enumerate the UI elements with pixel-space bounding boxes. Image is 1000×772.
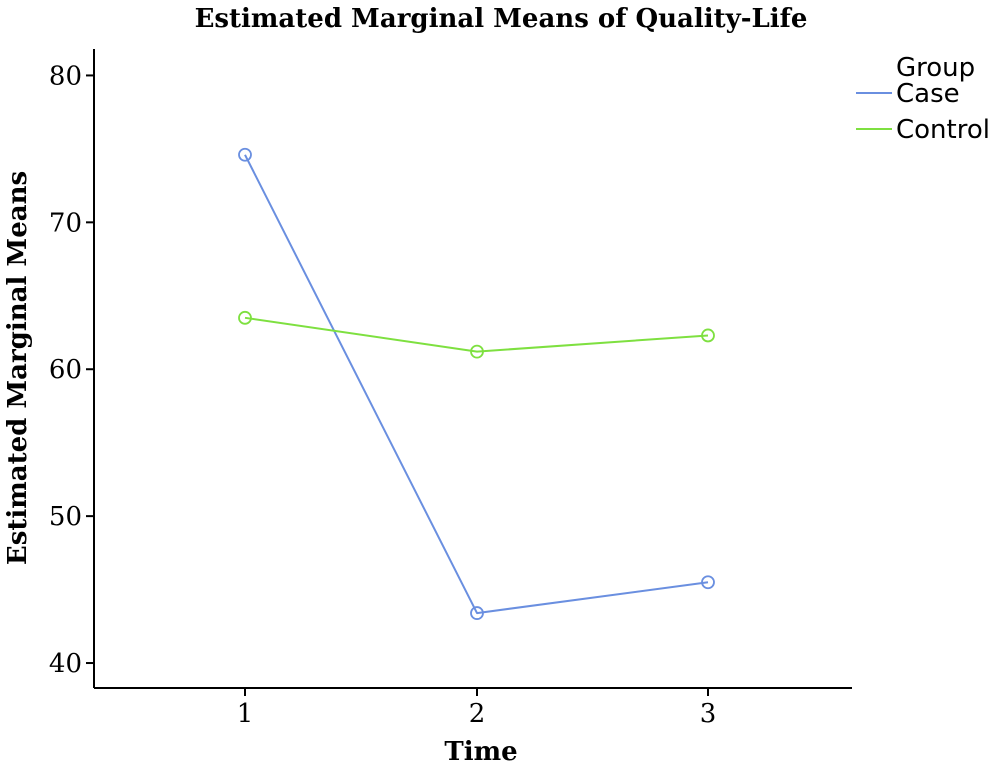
data-point-control — [470, 344, 484, 359]
legend-title: Group — [896, 53, 975, 83]
series-line-case — [244, 154, 709, 615]
y-tick-label: 60 — [49, 355, 82, 385]
series-line-control — [244, 316, 709, 353]
legend-label-control: Control — [896, 115, 990, 145]
x-tick-label: 2 — [469, 699, 486, 729]
y-tick-label: 70 — [49, 208, 82, 238]
y-tick-label: 40 — [49, 649, 82, 679]
x-axis-label: Time — [444, 737, 517, 767]
y-axis-label: Estimated Marginal Means — [3, 171, 33, 565]
data-point-case — [701, 575, 715, 590]
legend-label-case: Case — [896, 79, 960, 109]
data-point-case — [470, 606, 484, 620]
legend: Group Case Control — [856, 53, 990, 145]
data-point-case — [238, 147, 252, 162]
data-point-control — [238, 310, 252, 325]
x-tick-label: 3 — [700, 699, 717, 729]
y-tick-label: 50 — [49, 502, 82, 532]
chart-title: Estimated Marginal Means of Quality-Life — [195, 4, 808, 34]
data-point-control — [701, 328, 715, 343]
x-tick-label: 1 — [237, 699, 254, 729]
y-tick-label: 80 — [49, 61, 82, 91]
